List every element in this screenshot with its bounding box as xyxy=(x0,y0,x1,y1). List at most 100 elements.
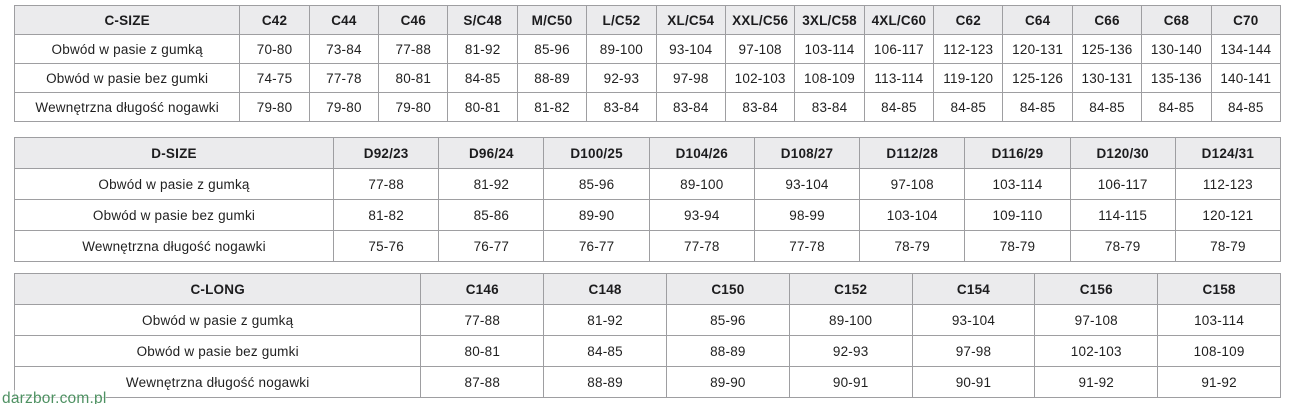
size-value-cell: 93-104 xyxy=(911,304,1036,336)
size-chart-page: C-SIZE C42 C44 C46 S/C48 M/C50 L/C52 XL/C54 XXL/… xyxy=(0,5,1295,404)
size-value-cell: 81-82 xyxy=(333,199,440,231)
column-header: C64 xyxy=(1002,5,1073,35)
size-value-cell: 88-89 xyxy=(516,63,588,93)
table-row: Obwód w pasie z gumką 70-80 73-84 77-88 81-9… xyxy=(13,34,1282,64)
size-value-cell: 103-114 xyxy=(964,168,1071,200)
size-value-cell: 135-136 xyxy=(1141,63,1212,93)
size-value-cell: 74-75 xyxy=(239,63,310,93)
column-header: S/C48 xyxy=(447,5,518,35)
size-value-cell: 108-109 xyxy=(1157,335,1281,367)
column-header: D96/24 xyxy=(438,137,545,169)
size-value-cell: 103-114 xyxy=(794,34,865,64)
size-value-cell: 91-92 xyxy=(1034,366,1159,398)
size-value-cell: 70-80 xyxy=(239,34,310,64)
size-value-cell: 84-85 xyxy=(1071,92,1143,122)
size-value-cell: 83-84 xyxy=(724,92,796,122)
size-value-cell: 102-103 xyxy=(724,63,796,93)
table-row: Wewnętrzna długość nogawki 87-88 88-89 89-9… xyxy=(13,366,1281,398)
row-label: Obwód w pasie z gumką xyxy=(13,34,241,64)
size-value-cell: 83-84 xyxy=(586,92,657,122)
row-label: Wewnętrzna długość nogawki xyxy=(13,92,241,122)
column-header: XXL/C56 xyxy=(724,5,796,35)
size-value-cell: 120-121 xyxy=(1174,199,1282,231)
size-value-cell: 89-90 xyxy=(543,199,650,231)
column-header: D124/31 xyxy=(1174,137,1282,169)
size-value-cell: 75-76 xyxy=(333,230,440,262)
size-value-cell: 93-94 xyxy=(648,199,755,231)
size-value-cell: 130-140 xyxy=(1141,34,1212,64)
size-value-cell: 88-89 xyxy=(543,366,667,398)
size-value-cell: 84-85 xyxy=(933,92,1004,122)
size-value-cell: 112-123 xyxy=(933,34,1004,64)
size-value-cell: 130-131 xyxy=(1071,63,1143,93)
column-header: C46 xyxy=(378,5,449,35)
column-header: C150 xyxy=(665,273,790,305)
size-value-cell: 85-86 xyxy=(438,199,545,231)
size-value-cell: 84-85 xyxy=(543,335,667,367)
size-value-cell: 81-92 xyxy=(543,304,667,336)
size-value-cell: 90-91 xyxy=(788,366,913,398)
size-table-c-long: C-LONG C146 C148 C150 C152 C154 C156 C158 Obwód… xyxy=(13,273,1281,398)
row-label: Obwód w pasie bez gumki xyxy=(13,63,241,93)
size-value-cell: 113-114 xyxy=(863,63,935,93)
size-value-cell: 84-85 xyxy=(863,92,935,122)
column-header: C148 xyxy=(543,273,667,305)
size-value-cell: 81-92 xyxy=(438,168,545,200)
table-row: Wewnętrzna długość nogawki 79-80 79-80 79-8… xyxy=(13,92,1282,122)
column-header: D116/29 xyxy=(964,137,1071,169)
size-value-cell: 106-117 xyxy=(863,34,935,64)
size-value-cell: 93-104 xyxy=(655,34,726,64)
column-header: C158 xyxy=(1157,273,1281,305)
size-value-cell: 97-108 xyxy=(859,168,966,200)
size-value-cell: 77-88 xyxy=(333,168,440,200)
column-header: D104/26 xyxy=(648,137,755,169)
size-value-cell: 92-93 xyxy=(788,335,913,367)
size-value-cell: 102-103 xyxy=(1034,335,1159,367)
size-value-cell: 125-136 xyxy=(1071,34,1143,64)
column-header: C42 xyxy=(239,5,310,35)
size-value-cell: 79-80 xyxy=(239,92,310,122)
size-value-cell: 81-82 xyxy=(516,92,588,122)
size-value-cell: 91-92 xyxy=(1157,366,1281,398)
size-value-cell: 78-79 xyxy=(1069,230,1176,262)
size-value-cell: 79-80 xyxy=(378,92,449,122)
size-table-d-size: D-SIZE D92/23 D96/24 D100/25 D104/26 D108/27 D… xyxy=(13,137,1282,262)
size-value-cell: 77-88 xyxy=(378,34,449,64)
column-header: C66 xyxy=(1071,5,1143,35)
size-value-cell: 134-144 xyxy=(1210,34,1282,64)
size-value-cell: 77-78 xyxy=(648,230,755,262)
size-value-cell: 103-114 xyxy=(1157,304,1281,336)
size-value-cell: 119-120 xyxy=(933,63,1004,93)
table-row: Obwód w pasie z gumką 77-88 81-92 85-96 89-1… xyxy=(13,168,1282,200)
size-value-cell: 84-85 xyxy=(1141,92,1212,122)
size-value-cell: 77-88 xyxy=(420,304,545,336)
size-value-cell: 85-96 xyxy=(543,168,650,200)
size-value-cell: 77-78 xyxy=(753,230,861,262)
size-value-cell: 114-115 xyxy=(1069,199,1176,231)
column-header: 4XL/C60 xyxy=(863,5,935,35)
size-value-cell: 109-110 xyxy=(964,199,1071,231)
column-header: C146 xyxy=(420,273,545,305)
size-value-cell: 125-126 xyxy=(1002,63,1073,93)
size-value-cell: 80-81 xyxy=(420,335,545,367)
size-value-cell: 89-100 xyxy=(648,168,755,200)
size-value-cell: 140-141 xyxy=(1210,63,1282,93)
row-label: Obwód w pasie z gumką xyxy=(13,304,422,336)
size-value-cell: 85-96 xyxy=(516,34,588,64)
column-header: C156 xyxy=(1034,273,1159,305)
size-value-cell: 76-77 xyxy=(438,230,545,262)
table-title: D-SIZE xyxy=(13,137,335,169)
row-label: Obwód w pasie bez gumki xyxy=(13,199,335,231)
size-value-cell: 79-80 xyxy=(308,92,380,122)
table-title: C-LONG xyxy=(13,273,422,305)
column-header: C44 xyxy=(308,5,380,35)
size-value-cell: 78-79 xyxy=(859,230,966,262)
size-value-cell: 89-100 xyxy=(788,304,913,336)
column-header: D92/23 xyxy=(333,137,440,169)
header-row: D-SIZE D92/23 D96/24 D100/25 D104/26 D108/27 D… xyxy=(13,137,1282,169)
table-row: Wewnętrzna długość nogawki 75-76 76-77 76-7… xyxy=(13,230,1282,262)
table-title: C-SIZE xyxy=(13,5,241,35)
size-value-cell: 84-85 xyxy=(447,63,518,93)
size-value-cell: 80-81 xyxy=(378,63,449,93)
row-label: Obwód w pasie bez gumki xyxy=(13,335,422,367)
